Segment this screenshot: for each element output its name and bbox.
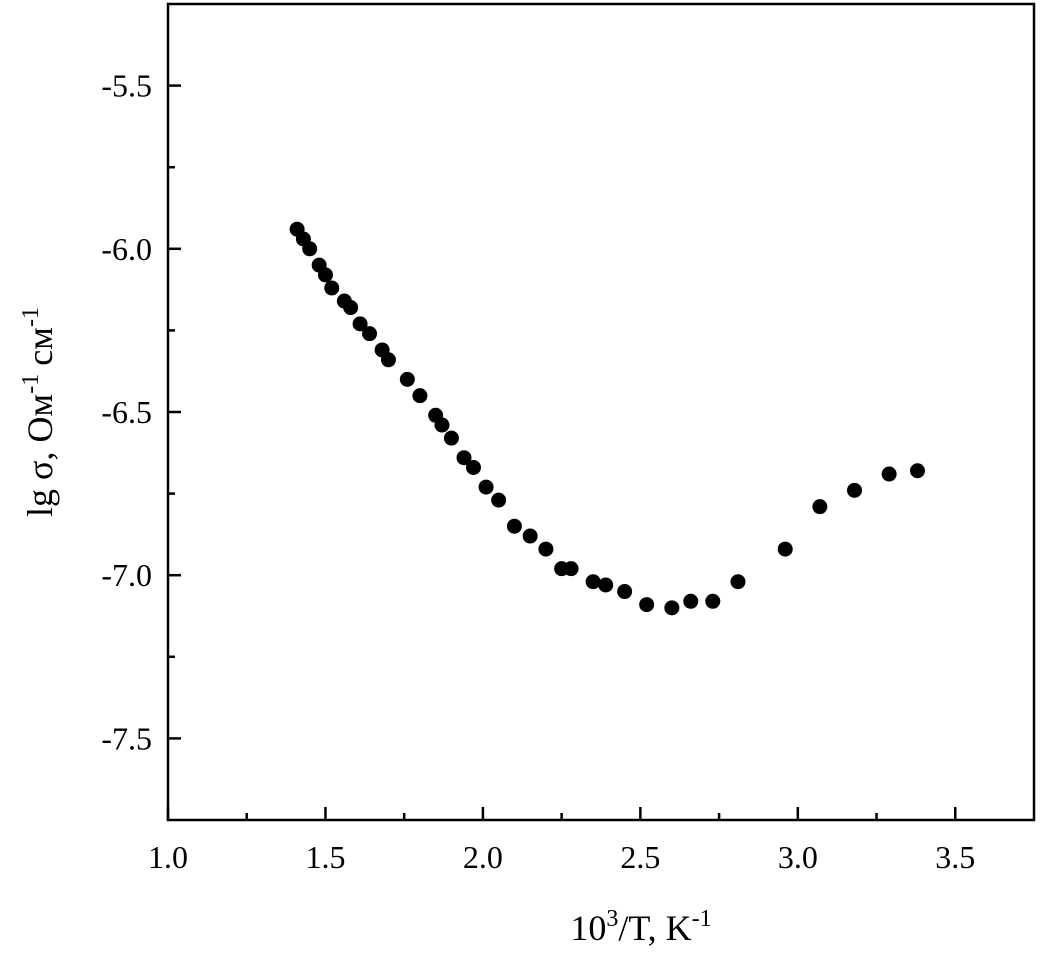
data-point <box>563 561 579 577</box>
data-point <box>683 593 699 609</box>
data-point <box>352 316 368 332</box>
y-axis-title: lg σ, Ом-1см-1 <box>18 307 60 517</box>
y-tick-label: -6.5 <box>101 394 152 430</box>
x-axis-title-mid: /T, K <box>618 908 691 948</box>
tick-labels: 1.0 1.5 2.0 2.5 3.0 3.5 -7.5 -7.0 -6.5 -6.0 -5.5 <box>101 68 975 875</box>
y-tick-label: -7.0 <box>101 557 152 593</box>
y-axis-title-mid: см <box>20 327 60 366</box>
data-point <box>664 600 680 616</box>
data-point <box>639 597 655 613</box>
y-axis-title-sup1: -1 <box>18 374 44 394</box>
axis-ticks <box>166 84 957 820</box>
x-tick-label: 2.0 <box>463 839 503 875</box>
x-axis-title-sup1: 3 <box>606 906 618 932</box>
y-axis-title-base: lg σ, Ом <box>20 394 60 517</box>
data-point <box>443 430 459 446</box>
x-tick-label: 3.5 <box>935 839 975 875</box>
data-point <box>812 499 828 515</box>
data-point <box>343 300 359 316</box>
y-tick-label: -5.5 <box>101 68 152 104</box>
data-point <box>909 463 925 479</box>
x-axis-title-base: 10 <box>570 908 606 948</box>
data-point <box>777 541 793 557</box>
x-tick-label: 1.5 <box>305 839 345 875</box>
x-axis-title: 103/T, K-1 <box>570 906 711 948</box>
data-point <box>705 593 721 609</box>
y-tick-label: -7.5 <box>101 720 152 756</box>
data-point <box>598 577 614 593</box>
data-point <box>478 479 494 495</box>
y-axis-title-sup2: -1 <box>18 307 44 327</box>
data-point <box>434 417 450 433</box>
x-tick-label: 3.0 <box>778 839 818 875</box>
data-point <box>881 466 897 482</box>
data-point <box>847 482 863 498</box>
x-axis-title-sup2: -1 <box>692 906 712 932</box>
x-tick-label: 1.0 <box>148 839 188 875</box>
data-point <box>730 574 746 590</box>
y-tick-label: -6.0 <box>101 231 152 267</box>
plot-frame <box>166 2 1036 822</box>
x-tick-label: 2.5 <box>620 839 660 875</box>
data-point <box>585 574 601 590</box>
data-point <box>506 518 522 534</box>
data-point <box>362 326 378 342</box>
data-point <box>380 352 396 368</box>
data-point <box>491 492 507 508</box>
data-point <box>522 528 538 544</box>
data-point <box>465 459 481 475</box>
data-point <box>302 241 318 257</box>
data-series <box>289 221 925 616</box>
data-point <box>412 388 428 404</box>
data-point <box>538 541 554 557</box>
data-point <box>456 450 472 466</box>
data-point <box>617 584 633 600</box>
data-point <box>399 371 415 387</box>
data-point <box>324 280 340 296</box>
data-point <box>317 267 333 283</box>
